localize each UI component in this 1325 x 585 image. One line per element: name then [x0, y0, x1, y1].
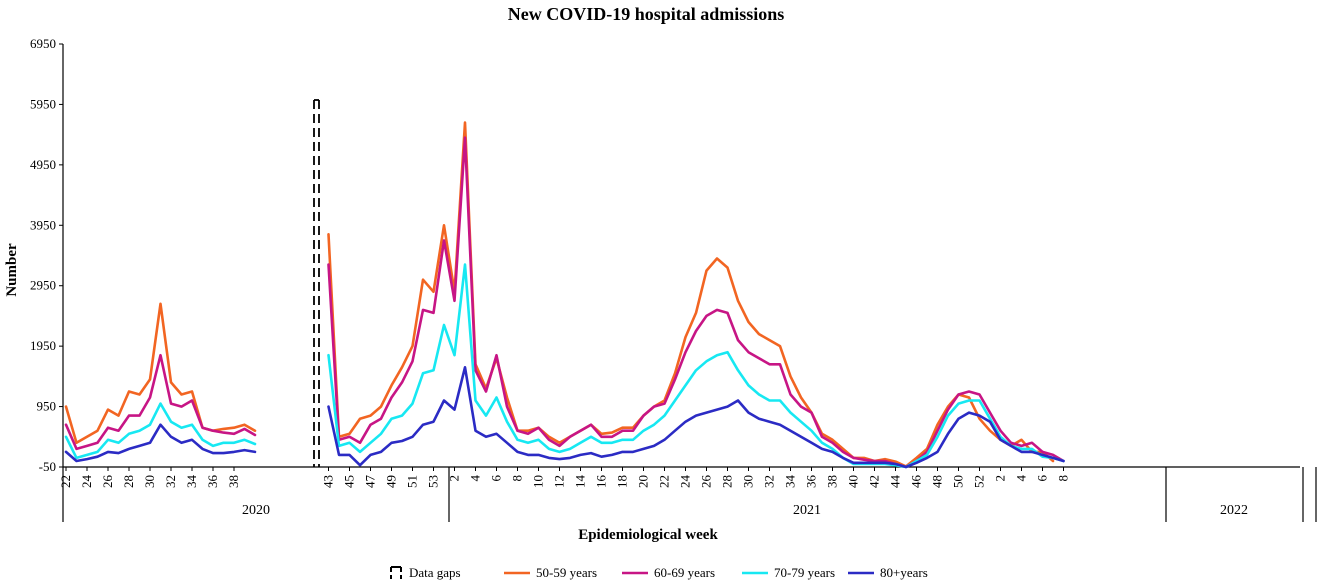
legend-label: 70-79 years — [774, 565, 835, 580]
x-tick-label: 6 — [1035, 475, 1050, 482]
series-layer — [64, 121, 1065, 469]
y-axis: 6950 5950 4950 3950 2950 1950 950 -50 — [30, 36, 64, 474]
x-axis: 22 24 26 28 30 32 34 36 38 43 45 47 49 51 53 2 4 6 8 10 12 14… — [58, 466, 1317, 522]
y-axis-title: Number — [4, 243, 20, 297]
y-tick-label: 4950 — [30, 157, 56, 172]
x-tick-label: 32 — [163, 475, 178, 488]
x-tick-label: 18 — [615, 475, 630, 488]
legend: Data gaps 50-59 years 60-69 years 70-79 yea… — [390, 565, 928, 580]
x-tick-label: 30 — [142, 475, 157, 488]
y-tick-label: 5950 — [30, 96, 56, 111]
x-tick-label: 46 — [909, 475, 924, 489]
x-tick-label: 2 — [447, 475, 462, 482]
x-tick-label: 32 — [762, 475, 777, 488]
x-tick-label: 36 — [804, 475, 819, 489]
y-tick-label: 950 — [37, 399, 57, 414]
x-tick-label: 50 — [951, 475, 966, 488]
x-tick-label: 38 — [226, 475, 241, 488]
x-tick-label: 24 — [678, 475, 693, 489]
x-tick-label: 4 — [1014, 475, 1029, 482]
year-label: 2022 — [1220, 503, 1248, 518]
series-line-50-59-years — [64, 302, 257, 445]
x-tick-label: 53 — [426, 475, 441, 488]
x-tick-label: 12 — [552, 475, 567, 488]
y-tick-label: 2950 — [30, 278, 56, 293]
data-gap-marker — [313, 99, 320, 467]
x-tick-label: 40 — [846, 475, 861, 488]
x-tick-label: 14 — [573, 475, 588, 489]
legend-label: 80+years — [880, 565, 928, 580]
x-tick-label: 52 — [972, 475, 987, 488]
x-tick-label: 10 — [531, 475, 546, 488]
x-tick-label: 42 — [867, 475, 882, 488]
x-tick-label: 22 — [657, 475, 672, 488]
x-tick-label: 26 — [100, 475, 115, 489]
y-tick-label: -50 — [39, 459, 56, 474]
x-tick-label: 16 — [594, 475, 609, 489]
y-tick-label: 3950 — [30, 217, 56, 232]
x-tick-label: 38 — [825, 475, 840, 488]
x-tick-label: 49 — [384, 475, 399, 488]
series-line-60-69-years — [64, 353, 257, 451]
x-tick-label: 26 — [699, 475, 714, 489]
chart-title: New COVID-19 hospital admissions — [508, 4, 785, 24]
year-label: 2021 — [793, 503, 821, 518]
x-tick-label: 8 — [510, 475, 525, 482]
x-tick-label: 34 — [184, 475, 199, 489]
year-label: 2020 — [242, 503, 270, 518]
series-line-60-69-years — [327, 136, 1065, 469]
x-tick-label: 2 — [993, 475, 1008, 482]
x-tick-label: 24 — [79, 475, 94, 489]
x-tick-label: 22 — [58, 475, 73, 488]
series-line-70-79-years — [327, 263, 1065, 469]
x-tick-label: 6 — [489, 475, 504, 482]
series-line-80-years — [327, 365, 1065, 469]
x-tick-label: 36 — [205, 475, 220, 489]
y-tick-label: 6950 — [30, 36, 56, 51]
series-line-70-79-years — [64, 402, 257, 460]
x-tick-label: 20 — [636, 475, 651, 488]
x-axis-title: Epidemiological week — [578, 527, 718, 543]
x-tick-label: 44 — [888, 475, 903, 489]
legend-label: 60-69 years — [654, 565, 715, 580]
x-tick-label: 34 — [783, 475, 798, 489]
legend-label: 50-59 years — [536, 565, 597, 580]
x-tick-label: 30 — [741, 475, 756, 488]
series-line-80-years — [64, 423, 257, 463]
legend-label: Data gaps — [409, 565, 461, 580]
x-tick-label: 45 — [342, 475, 357, 488]
x-tick-label: 47 — [363, 475, 378, 489]
y-tick-label: 1950 — [30, 338, 56, 353]
x-tick-label: 8 — [1056, 475, 1071, 482]
x-tick-label: 43 — [321, 475, 336, 488]
x-tick-label: 28 — [121, 475, 136, 488]
x-tick-label: 51 — [405, 475, 420, 488]
x-tick-label: 28 — [720, 475, 735, 488]
series-line-50-59-years — [327, 121, 1055, 468]
x-tick-label: 48 — [930, 475, 945, 488]
x-tick-label: 4 — [468, 475, 483, 482]
